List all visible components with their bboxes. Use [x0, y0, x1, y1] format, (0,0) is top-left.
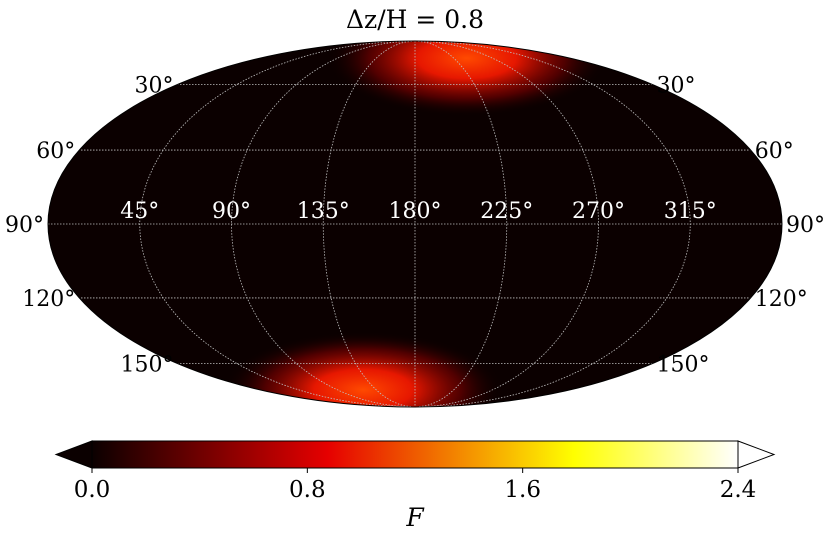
lon-tick-label: 45°: [120, 199, 159, 224]
lat-tick-label-left: 60°: [36, 139, 75, 164]
colorbar: 0.0 0.8 1.6 2.4 F: [54, 440, 776, 532]
lon-tick-label: 270°: [572, 199, 625, 224]
lon-tick-label: 315°: [664, 199, 717, 224]
colorbar-tick-label: 2.4: [720, 477, 757, 503]
gridline-meridian: [231, 41, 416, 407]
colorbar-tick-label: 0.0: [74, 477, 111, 503]
colorbar-extend-max: [737, 440, 776, 469]
map-area: [47, 40, 783, 408]
lat-tick-label-left: 150°: [121, 353, 174, 378]
hotspot: [223, 331, 504, 407]
gridline-meridian: [414, 41, 691, 407]
lat-tick-label-right: 30°: [656, 73, 695, 98]
gridline-meridian: [414, 41, 508, 407]
colorbar-extend-min: [54, 440, 93, 469]
lon-tick-label: 180°: [389, 199, 442, 224]
colorbar-tick-label: 1.6: [504, 477, 541, 503]
colorbar-gradient: [92, 441, 738, 468]
gridline-meridian: [139, 41, 416, 407]
colorbar-frame: [91, 440, 739, 469]
lat-tick-label-right: 120°: [755, 287, 808, 312]
lat-tick-label-right: 90°: [786, 213, 825, 238]
lon-tick-label: 225°: [480, 199, 533, 224]
colorbar-label: F: [405, 503, 425, 532]
lat-tick-label-left: 30°: [135, 73, 174, 98]
lat-tick-label-right: 150°: [656, 353, 709, 378]
lon-tick-label: 90°: [212, 199, 251, 224]
chart-title: Δz/H = 0.8: [346, 5, 484, 34]
gridline-meridian: [322, 41, 416, 407]
gridline-meridian: [414, 41, 599, 407]
lat-tick-label-right: 60°: [755, 139, 794, 164]
lat-tick-label-left: 90°: [5, 213, 44, 238]
colorbar-tick-label: 0.8: [289, 477, 326, 503]
map-outline: [47, 40, 783, 408]
lat-tick-label-left: 120°: [22, 287, 75, 312]
lon-tick-label: 135°: [297, 199, 350, 224]
